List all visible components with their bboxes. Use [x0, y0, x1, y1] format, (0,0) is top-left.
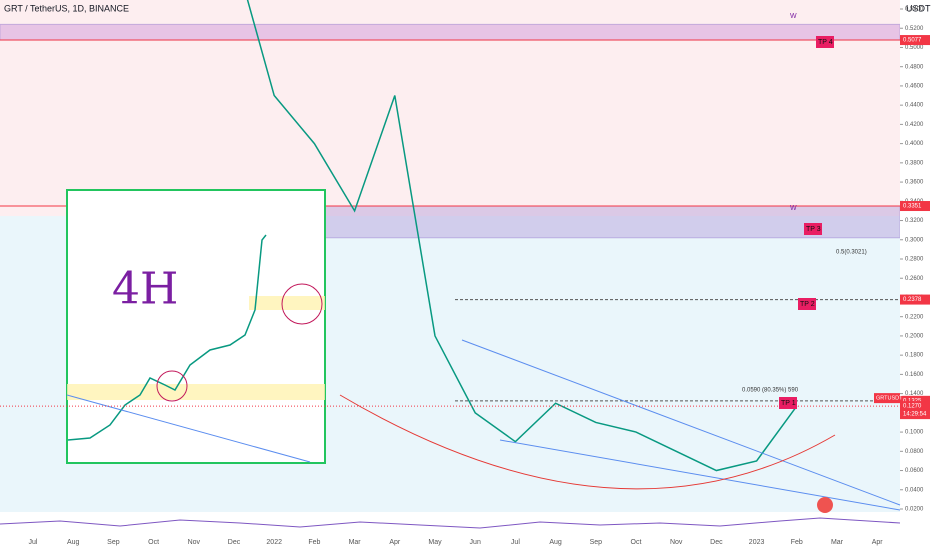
flag-icon [817, 497, 833, 513]
price-label: 0.1270 [903, 404, 922, 410]
y-tick-label: 0.3200 [905, 218, 924, 224]
x-tick-label: Sep [590, 539, 603, 546]
x-tick-label: Apr [872, 539, 884, 546]
level-tag [900, 294, 930, 305]
price-axis [900, 0, 932, 550]
trendline [461, 339, 901, 506]
x-tick-label: Mar [349, 539, 362, 546]
price-line [246, 0, 798, 472]
y-tick-label: 0.4000 [905, 141, 924, 147]
y-tick-label: 0.1800 [905, 353, 924, 359]
y-tick-label: 0.1400 [905, 391, 924, 397]
annotation: W [790, 205, 797, 212]
y-tick-label: 0.2200 [905, 314, 924, 320]
x-tick-label: Oct [148, 539, 159, 546]
x-tick-label: Apr [389, 539, 401, 546]
x-tick-label: Jun [470, 539, 481, 546]
level-tag [900, 201, 930, 212]
level-tag [900, 35, 930, 46]
annotation: TP 4 [818, 39, 833, 46]
zone [0, 23, 900, 41]
y-tick-label: 0.0400 [905, 487, 924, 493]
inset-zone [249, 296, 325, 310]
inset-chart: 4H [66, 189, 326, 464]
y-tick-label: 0.4800 [905, 64, 924, 70]
inset-circle [156, 370, 188, 402]
upper-background [0, 0, 900, 216]
y-tick-label: 0.1600 [905, 372, 924, 378]
tp-box [779, 397, 797, 409]
y-tick-label: 0.0800 [905, 449, 924, 455]
price-tag [874, 393, 900, 404]
annotation: 0.5(0.3021) [836, 250, 867, 256]
y-tick-label: 0.3600 [905, 180, 924, 186]
x-tick-label: 2023 [749, 539, 765, 546]
level-label: 0.5077 [903, 38, 922, 44]
y-tick-label: 0.5000 [905, 45, 924, 51]
price-name: GRTUSDT [876, 396, 903, 402]
y-tick-label: 0.3000 [905, 237, 924, 243]
annotation: TP 1 [781, 400, 796, 407]
inset-trendline [66, 394, 311, 463]
x-tick-label: Feb [791, 539, 803, 546]
tp-box [816, 36, 834, 48]
y-unit: USDT [906, 3, 931, 13]
y-tick-label: 0.5200 [905, 26, 924, 32]
level-label: 0.2378 [903, 297, 922, 303]
y-tick-label: 0.0200 [905, 507, 924, 513]
price-pane [0, 0, 900, 472]
y-tick-label: 0.4400 [905, 103, 924, 109]
inset-zone [67, 384, 325, 400]
tp-box [804, 223, 822, 235]
x-tick-label: Mar [831, 539, 844, 546]
y-tick-label: 0.3800 [905, 160, 924, 166]
price-countdown: 14:29:54 [903, 412, 927, 418]
annotation: 0.0590 (80.35%) 590 [742, 388, 799, 394]
y-tick-label: 0.0600 [905, 468, 924, 474]
y-tick-label: 0.2000 [905, 334, 924, 340]
x-tick-label: Jul [511, 539, 520, 546]
x-tick-label: 2022 [266, 539, 282, 546]
x-tick-label: Sep [107, 539, 120, 546]
y-tick-label: 0.2800 [905, 257, 924, 263]
level-tag [900, 395, 930, 406]
y-tick-label: 0.4600 [905, 84, 924, 90]
rsi-line [0, 517, 901, 529]
annotation: TP 2 [800, 301, 815, 308]
inset-label: 4H [112, 264, 178, 315]
y-tick-label: 0.4200 [905, 122, 924, 128]
x-tick-label: Jul [29, 539, 38, 546]
y-tick-label: 0.5400 [905, 7, 924, 13]
tp-box [798, 298, 816, 310]
x-tick-label: Aug [67, 539, 80, 546]
x-tick-label: Aug [549, 539, 562, 546]
price-tag [900, 401, 930, 420]
x-tick-label: Dec [710, 539, 723, 546]
level-label: 0.3351 [903, 204, 922, 210]
annotation: W [790, 13, 797, 20]
inset-frame [66, 189, 326, 464]
y-tick-label: 0.1000 [905, 430, 924, 436]
x-tick-label: Nov [670, 539, 683, 546]
x-tick-label: Nov [188, 539, 201, 546]
y-tick-label: 0.2600 [905, 276, 924, 282]
curve [339, 394, 836, 490]
x-tick-label: May [428, 539, 442, 546]
x-tick-label: Feb [308, 539, 320, 546]
trendline [499, 439, 901, 511]
x-tick-label: Oct [631, 539, 642, 546]
x-tick-label: Dec [228, 539, 241, 546]
inset-circle [281, 283, 323, 325]
chart-title: GRT / TetherUS, 1D, BINANCE [4, 3, 129, 13]
inset-price [67, 234, 267, 441]
annotation: TP 3 [806, 226, 821, 233]
